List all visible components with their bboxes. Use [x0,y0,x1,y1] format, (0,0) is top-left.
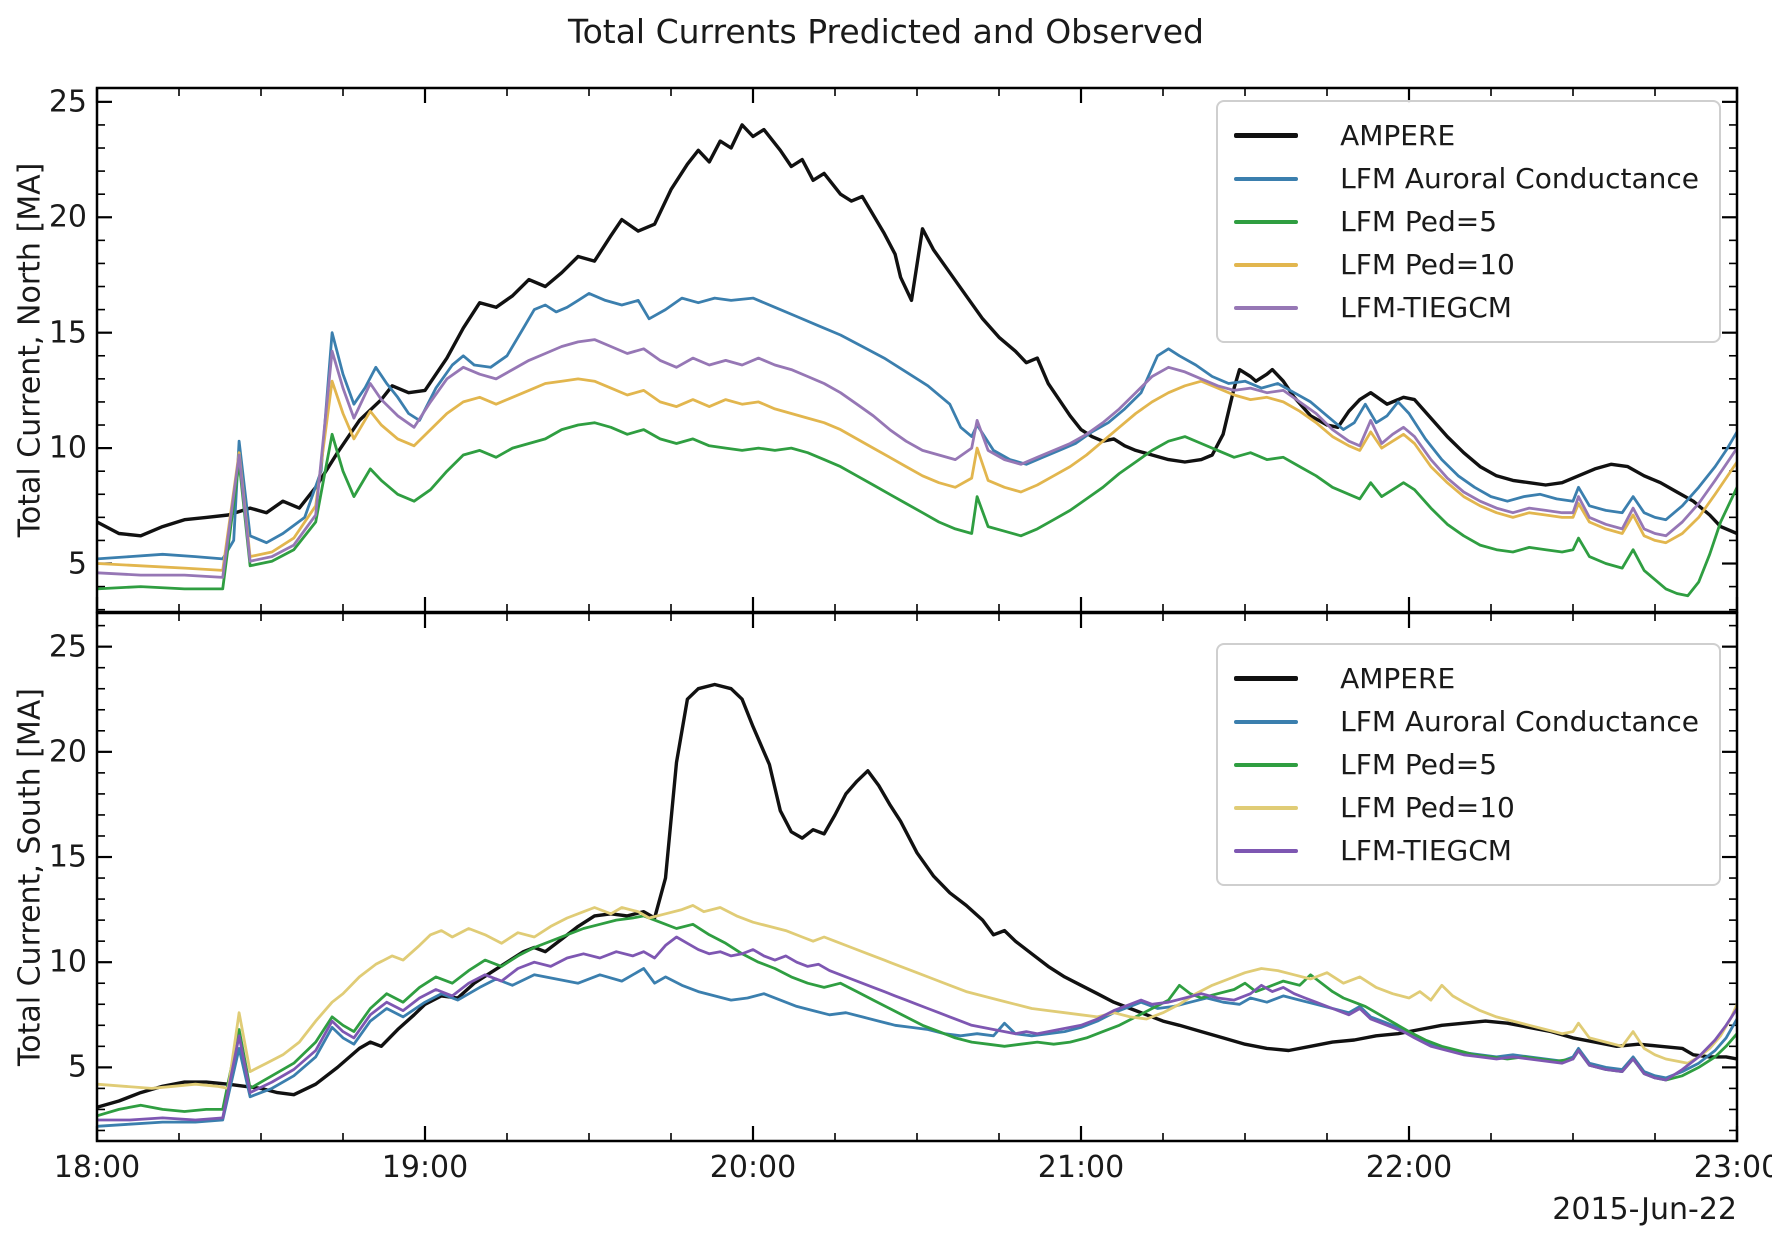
series-line-lfm-tiegcm [97,338,1737,579]
legend-line-swatch [1234,176,1299,181]
legend-line-swatch [1234,305,1299,310]
legend-label: LFM Ped=5 [1340,205,1498,238]
y-tick-label: 15 [48,315,87,351]
x-tick-label: 23:00 [1693,1150,1772,1185]
legend-line-swatch [1234,133,1299,138]
series-line-lfm-auroral-conductance [97,967,1737,1128]
x-tick-label: 20:00 [709,1150,797,1185]
legend-line-swatch [1234,262,1299,267]
legend-south: AMPERE LFM Auroral Conductance LFM Ped=5 LF… [1216,643,1721,886]
y-tick-label: 25 [48,629,87,665]
legend-label: LFM Ped=5 [1340,748,1498,781]
legend-item: LFM Ped=10 [1234,243,1699,286]
y-tick-label: 25 [48,84,87,120]
legend-item: LFM Auroral Conductance [1234,700,1699,743]
series-line-lfm-tiegcm [97,935,1737,1122]
y-tick-label: 10 [48,944,87,980]
legend-label: LFM-TIEGCM [1340,291,1512,324]
subplot-south [95,611,1739,1143]
y-axis-label-north: Total Current, North [MA] [12,162,48,538]
legend-item: LFM Ped=5 [1234,743,1699,786]
legend-label: LFM Auroral Conductance [1340,705,1699,738]
legend-label: LFM Auroral Conductance [1340,162,1699,195]
legend-label: AMPERE [1340,662,1456,695]
legend-item: LFM Auroral Conductance [1234,157,1699,200]
y-tick-label: 5 [67,546,87,582]
legend-line-swatch [1234,762,1299,767]
legend-item: LFM Ped=10 [1234,786,1699,829]
series-line-lfm-ped-10 [97,377,1737,572]
x-tick-label: 22:00 [1365,1150,1453,1185]
series-line-lfm-auroral-conductance [97,291,1737,561]
x-tick-label: 19:00 [381,1150,469,1185]
y-tick-label: 5 [67,1049,87,1085]
chart-title: Total Currents Predicted and Observed [568,12,1204,51]
legend-item: AMPERE [1234,114,1699,157]
legend-item: AMPERE [1234,657,1699,700]
x-tick-label: 21:00 [1037,1150,1125,1185]
legend-label: LFM Ped=10 [1340,248,1515,281]
date-label: 2015-Jun-22 [1552,1192,1737,1227]
legend-line-swatch [1234,805,1299,810]
legend-line-swatch [1234,848,1299,853]
legend-line-swatch [1234,219,1299,224]
legend-label: LFM Ped=10 [1340,791,1515,824]
series-line-lfm-ped-10 [97,904,1737,1090]
axes-frame-south [95,611,1739,1143]
legend-line-swatch [1234,719,1299,724]
x-tick-label: 18:00 [53,1150,141,1185]
subplot-north [95,86,1739,614]
legend-north: AMPERE LFM Auroral Conductance LFM Ped=5 LF… [1216,100,1721,343]
legend-line-swatch [1234,676,1299,681]
legend-item: LFM-TIEGCM [1234,286,1699,329]
y-tick-label: 20 [48,734,87,770]
legend-label: LFM-TIEGCM [1340,834,1512,867]
legend-label: AMPERE [1340,119,1456,152]
legend-item: LFM-TIEGCM [1234,829,1699,872]
series-line-lfm-ped-5 [97,421,1737,598]
legend-item: LFM Ped=5 [1234,200,1699,243]
y-tick-label: 15 [48,839,87,875]
y-tick-label: 20 [48,199,87,235]
y-tick-label: 10 [48,430,87,466]
y-axis-label-south: Total Current, South [MA] [12,688,48,1066]
series-line-ampere [97,123,1737,538]
